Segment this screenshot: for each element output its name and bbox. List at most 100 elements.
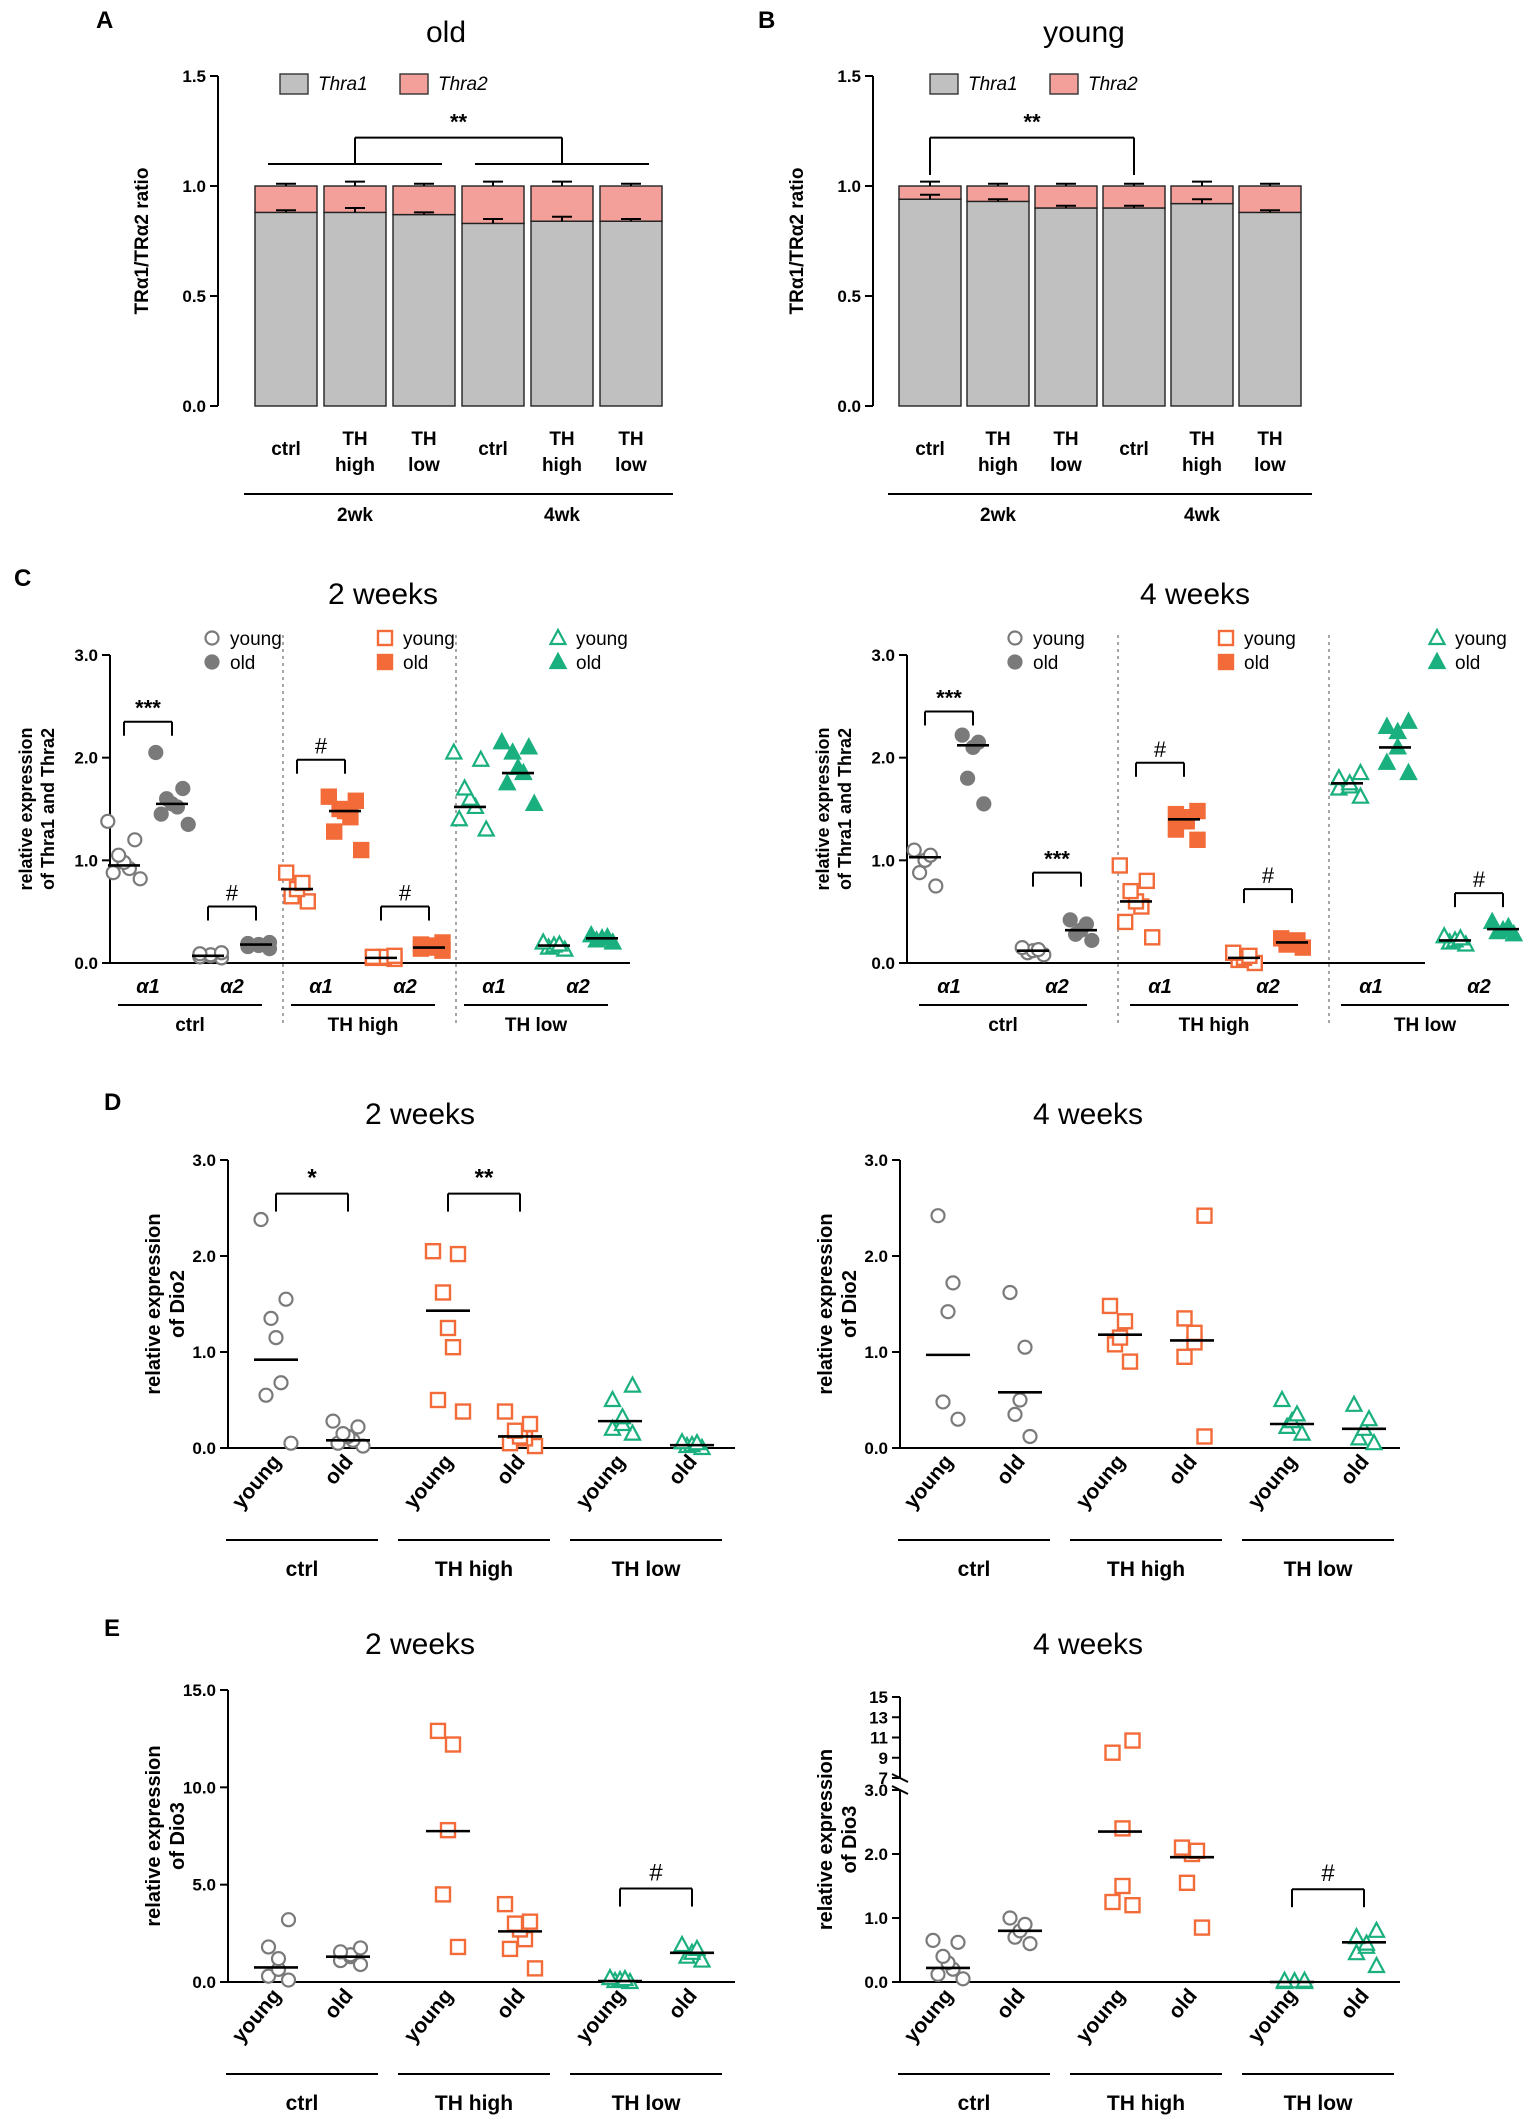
y-tick-label: 15 xyxy=(869,1688,888,1707)
significance-marker: *** xyxy=(135,696,161,721)
legend-marker xyxy=(1007,630,1023,646)
data-point xyxy=(148,744,164,761)
x-tick-label: α1 xyxy=(1359,976,1383,998)
data-point xyxy=(100,813,116,829)
data-point xyxy=(950,1934,966,1950)
significance-marker: ** xyxy=(1023,110,1041,135)
legend-label: old xyxy=(1455,653,1480,674)
data-point xyxy=(180,816,196,833)
x-tick-label: young xyxy=(1244,1450,1302,1513)
y-axis-label: relative expression xyxy=(813,727,833,890)
data-point xyxy=(1111,857,1129,874)
y-tick-label: 0.5 xyxy=(837,287,861,306)
chart-title: 2 weeks xyxy=(365,1098,475,1131)
data-point xyxy=(1289,932,1306,949)
x-tick-label: TH xyxy=(549,429,574,450)
bar-thra2 xyxy=(1034,185,1098,209)
data-point xyxy=(350,1419,366,1435)
x-tick-label: α1 xyxy=(136,976,160,998)
data-point xyxy=(320,788,337,805)
data-point xyxy=(1189,802,1206,820)
y-tick-label: 1.0 xyxy=(74,851,98,870)
x-tick-label: α1 xyxy=(1148,976,1172,998)
y-axis-label: relative expression xyxy=(815,1213,837,1394)
significance-marker: # xyxy=(1321,1860,1335,1887)
data-point xyxy=(1399,711,1418,729)
group-label: ctrl xyxy=(958,2092,991,2115)
bar-thra2 xyxy=(1238,185,1302,214)
group-label: ctrl xyxy=(175,1015,205,1036)
x-tick-label: α2 xyxy=(393,976,417,998)
data-point xyxy=(497,773,517,791)
data-point xyxy=(326,823,343,840)
legend-marker xyxy=(1007,654,1023,670)
x-tick-label: high xyxy=(1182,455,1222,476)
legend-marker xyxy=(1217,653,1235,671)
y-tick-label: 0.0 xyxy=(864,1439,888,1458)
group-label: TH high xyxy=(435,1558,513,1581)
data-point xyxy=(930,1966,946,1982)
y-tick-label: 1.5 xyxy=(837,67,861,86)
data-point xyxy=(335,1425,351,1442)
x-tick-label: young xyxy=(572,1984,630,2047)
significance-marker: # xyxy=(649,1860,663,1887)
x-tick-label: young xyxy=(900,1984,958,2047)
data-point xyxy=(213,945,230,961)
y-tick-label: 3.0 xyxy=(871,646,895,665)
data-point xyxy=(954,727,970,743)
panel-label-a: A xyxy=(96,7,113,34)
data-point xyxy=(1188,1842,1206,1860)
legend-label: young xyxy=(403,629,455,650)
data-point xyxy=(1367,1920,1386,1938)
x-tick-label: α1 xyxy=(309,976,333,998)
data-point xyxy=(922,847,939,863)
x-tick-label: low xyxy=(1254,455,1286,476)
legend-label: young xyxy=(1033,629,1085,650)
y-tick-label: 0.0 xyxy=(182,397,206,416)
data-point xyxy=(192,946,208,962)
x-tick-label: young xyxy=(228,1450,286,1513)
x-tick-label: old xyxy=(664,1450,702,1489)
y-tick-label: 7 xyxy=(879,1769,888,1788)
data-point xyxy=(955,1971,971,1987)
bar-thra1 xyxy=(966,200,1030,407)
bar-thra2 xyxy=(461,185,525,225)
x-tick-label: young xyxy=(572,1450,630,1513)
legend-label: Thra1 xyxy=(318,74,368,95)
panel-label-e: E xyxy=(104,1615,120,1642)
svg-text:A: A xyxy=(96,7,113,34)
data-point xyxy=(105,865,121,881)
data-point xyxy=(270,1951,287,1967)
x-tick-label: old xyxy=(664,1984,702,2023)
x-tick-label: high xyxy=(542,455,582,476)
data-point xyxy=(976,796,992,812)
data-point xyxy=(1272,1389,1292,1408)
data-point xyxy=(1351,786,1370,804)
legend-label: Thra2 xyxy=(1088,74,1138,95)
data-point xyxy=(1022,1428,1038,1445)
data-point xyxy=(352,1940,369,1956)
data-point xyxy=(1367,1955,1386,1974)
data-point xyxy=(299,893,316,910)
x-tick-label: TH xyxy=(985,429,1010,450)
data-point xyxy=(1104,1744,1121,1761)
y-axis-label: relative expression xyxy=(815,1749,837,1930)
bar-thra1 xyxy=(1102,207,1166,407)
data-point xyxy=(1241,947,1258,965)
data-point xyxy=(950,1411,966,1427)
x-tick-label: α2 xyxy=(1467,976,1491,998)
group-label: 4wk xyxy=(1184,505,1220,526)
data-point xyxy=(258,1387,274,1403)
data-point xyxy=(175,780,191,797)
data-point xyxy=(1121,1353,1139,1370)
data-point xyxy=(476,819,496,837)
y-tick-label: 3.0 xyxy=(192,1151,216,1170)
x-tick-label: TH xyxy=(1189,429,1214,450)
bar-thra2 xyxy=(392,185,456,216)
data-point xyxy=(935,1394,951,1410)
legend-label: old xyxy=(1033,653,1058,674)
x-tick-label: old xyxy=(992,1984,1030,2023)
x-tick-label: young xyxy=(400,1450,458,1513)
data-point xyxy=(1399,762,1418,781)
x-tick-label: α2 xyxy=(220,976,244,998)
